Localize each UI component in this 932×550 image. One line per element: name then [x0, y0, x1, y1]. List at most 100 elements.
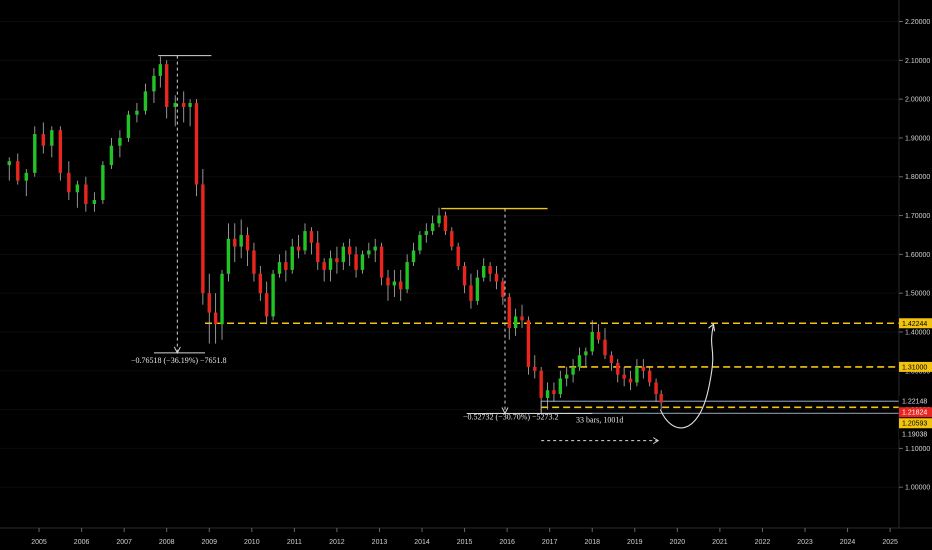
drop-measure-label-1: −0.76518 (−36.19%) −7651.8: [131, 356, 227, 365]
candle-body: [316, 242, 320, 263]
price-tick-label: 1.60000: [905, 252, 930, 259]
candle-body: [539, 370, 543, 398]
candle-body: [226, 238, 231, 274]
candle-body: [213, 312, 218, 325]
price-badge: [899, 418, 932, 429]
candle-body: [158, 64, 163, 76]
candle-body: [386, 277, 390, 286]
candle-body: [462, 266, 467, 286]
time-tick-label: 2013: [372, 539, 388, 546]
candle-body: [265, 293, 269, 317]
candle-body: [635, 366, 639, 383]
candle-body: [75, 184, 80, 193]
candle-body: [245, 234, 250, 251]
candle-body: [67, 172, 71, 193]
candle-body: [367, 250, 371, 255]
candle-body: [628, 378, 633, 383]
candle-body: [143, 91, 148, 111]
candle-body: [494, 273, 499, 282]
price-tick-label: 2.00000: [905, 97, 930, 104]
price-badge: [899, 407, 932, 418]
candle-body: [7, 161, 11, 166]
candle-body: [565, 374, 569, 379]
candle-body: [360, 254, 365, 270]
price-axis-badges: 1.42244 1.31000 1.22148 1.21824 1.20593 1.190…: [899, 318, 932, 440]
candle-body: [188, 103, 192, 107]
time-tick-label: 2023: [797, 539, 813, 546]
time-tick-label: 2017: [542, 539, 558, 546]
candle-body: [41, 134, 45, 146]
candle-body: [622, 374, 626, 379]
candle-body: [443, 215, 448, 232]
candle-body: [571, 366, 575, 375]
candle-body: [482, 266, 486, 278]
candle-body: [379, 246, 384, 278]
chart-grid: [0, 21, 899, 488]
price-tick-label: 1.00000: [905, 485, 930, 492]
time-tick-label: 2024: [840, 539, 856, 546]
time-tick-label: 2020: [670, 539, 686, 546]
candle-body: [411, 250, 416, 263]
candle-body: [590, 331, 594, 352]
price-tick-label: 1.10000: [905, 446, 930, 453]
time-tick-label: 2010: [244, 539, 260, 546]
candle-body: [533, 366, 537, 371]
candlestick-series: [7, 56, 663, 414]
price-badge-label: 1.42244: [902, 321, 927, 328]
time-tick-label: 2015: [457, 539, 473, 546]
candle-body: [252, 250, 256, 274]
candle-body: [450, 231, 454, 247]
candle-body: [513, 316, 518, 329]
candle-body: [152, 75, 156, 92]
candle-body: [24, 172, 28, 181]
candle-body: [373, 246, 377, 251]
candle-body: [322, 262, 326, 270]
candle-body: [328, 258, 333, 270]
candle-body: [33, 134, 37, 173]
time-tick-label: 2019: [627, 539, 643, 546]
candle-body: [335, 258, 339, 263]
candle-body: [290, 246, 294, 270]
candle-body: [405, 262, 409, 290]
price-badge-label: 1.21824: [902, 410, 927, 417]
price-badge-label: 1.31000: [902, 364, 927, 371]
candle-body: [552, 390, 556, 395]
candle-body: [659, 394, 663, 403]
candle-body: [341, 246, 345, 263]
price-badge: [899, 361, 932, 372]
price-tick-label: 1.90000: [905, 135, 930, 142]
candle-body: [84, 184, 88, 204]
time-tick-label: 2012: [329, 539, 345, 546]
time-axis[interactable]: 2005 2006 2007 2008 2009 2010 2011 2012 2013 2014…: [31, 528, 898, 546]
candle-body: [109, 145, 114, 166]
time-tick-label: 2007: [116, 539, 132, 546]
time-tick-label: 2011: [287, 539, 302, 546]
candle-body: [201, 184, 205, 294]
projection-arrow-head: [708, 323, 716, 332]
candle-body: [354, 254, 358, 270]
candle-body: [303, 231, 307, 251]
candle-body: [347, 246, 352, 255]
candle-body: [392, 281, 397, 286]
candle-body: [182, 103, 186, 107]
candle-body: [16, 161, 20, 181]
time-tick-label: 2006: [74, 539, 90, 546]
candle-body: [437, 215, 441, 224]
candle-body: [430, 223, 435, 232]
time-tick-label: 2009: [201, 539, 217, 546]
price-tick-label: 1.80000: [905, 174, 930, 181]
candle-body: [616, 363, 620, 375]
candle-body: [58, 130, 63, 173]
price-badge-label: 1.20593: [902, 421, 927, 428]
candle-body: [309, 231, 314, 243]
time-tick-label: 2022: [755, 539, 771, 546]
candle-body: [277, 262, 282, 274]
candle-body: [641, 366, 645, 371]
price-badge: [899, 429, 932, 440]
candle-body: [296, 246, 301, 251]
candle-body: [101, 165, 105, 201]
candle-body: [126, 114, 131, 138]
candle-body: [545, 390, 550, 398]
candle-body: [118, 137, 122, 146]
